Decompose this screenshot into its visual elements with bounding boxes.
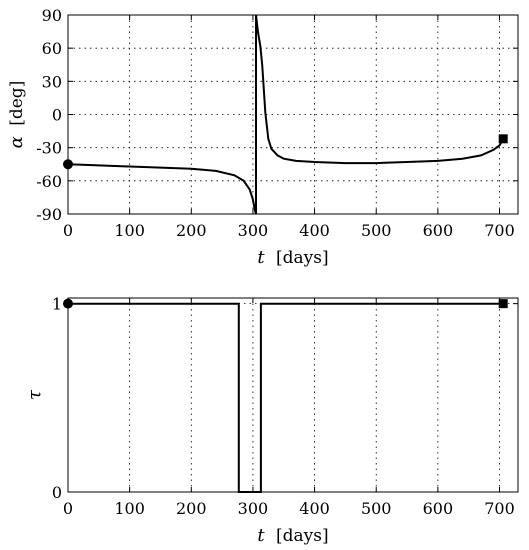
alpha-x-tick-label: 300 — [238, 221, 269, 240]
tau-x-tick-label: 0 — [63, 499, 73, 518]
alpha-y-axis-var: α — [6, 136, 27, 148]
alpha-x-ticks: 0 100 200 300 400 500 600 700 — [63, 15, 515, 240]
alpha-y-tick-label: 0 — [52, 106, 62, 125]
tau-x-tick-label: 400 — [299, 499, 330, 518]
tau-plot: 0 100 200 300 400 500 600 700 10 t [days] τ — [24, 295, 519, 546]
alpha-x-tick-label: 100 — [114, 221, 145, 240]
alpha-y-tick-label: 60 — [42, 39, 62, 58]
alpha-x-tick-label: 500 — [361, 221, 392, 240]
tau-x-tick-label: 100 — [114, 499, 145, 518]
alpha-y-ticks: 90 60 30 0 -30 -60 -90 — [36, 6, 518, 224]
tau-x-tick-label: 500 — [361, 499, 392, 518]
alpha-plot: 0 100 200 300 400 500 600 700 9060300-30-60-90 … — [6, 6, 519, 268]
alpha-x-tick-label: 700 — [484, 221, 515, 240]
alpha-y-tick-label: 90 — [42, 6, 62, 25]
alpha-x-axis-label: t [days] — [257, 247, 328, 268]
alpha-y-tick-label: 30 — [42, 72, 62, 91]
tau-x-axis-label: t [days] — [257, 525, 328, 546]
tau-x-tick-label: 700 — [484, 499, 515, 518]
tau-plot-frame — [67, 297, 519, 493]
alpha-x-axis-var: t — [257, 247, 265, 268]
alpha-x-tick-label: 0 — [63, 221, 73, 240]
tau-y-ticks: 10 — [52, 295, 518, 502]
tau-y-tick-label: 1 — [52, 295, 62, 314]
alpha-y-tick-label: -90 — [36, 205, 62, 224]
alpha-y-tick-label: -30 — [36, 139, 62, 158]
alpha-y-axis-unit: [deg] — [7, 81, 27, 126]
alpha-x-axis-unit: [days] — [276, 248, 329, 268]
alpha-y-tick-label: -60 — [36, 172, 62, 191]
tau-end-marker — [498, 299, 508, 309]
alpha-start-marker — [63, 159, 73, 170]
alpha-series-line — [67, 14, 505, 215]
tau-x-axis-unit: [days] — [276, 526, 329, 546]
alpha-x-tick-label: 400 — [299, 221, 330, 240]
tau-y-axis-label: τ — [24, 389, 45, 400]
tau-start-marker — [63, 298, 73, 309]
tau-x-ticks: 0 100 200 300 400 500 600 700 — [63, 298, 515, 518]
tau-x-tick-label: 300 — [238, 499, 269, 518]
alpha-grid — [68, 15, 518, 214]
tau-series-line — [68, 302, 504, 493]
tau-x-axis-var: t — [257, 525, 265, 546]
alpha-end-marker — [498, 134, 508, 144]
tau-y-axis-var: τ — [24, 389, 45, 400]
tau-x-tick-label: 600 — [423, 499, 454, 518]
alpha-x-tick-label: 600 — [423, 221, 454, 240]
tau-y-tick-label: 0 — [52, 483, 62, 502]
alpha-y-axis-label: α [deg] — [6, 81, 27, 149]
tau-x-tick-label: 200 — [176, 499, 207, 518]
tau-grid — [68, 298, 518, 492]
alpha-x-tick-label: 200 — [176, 221, 207, 240]
